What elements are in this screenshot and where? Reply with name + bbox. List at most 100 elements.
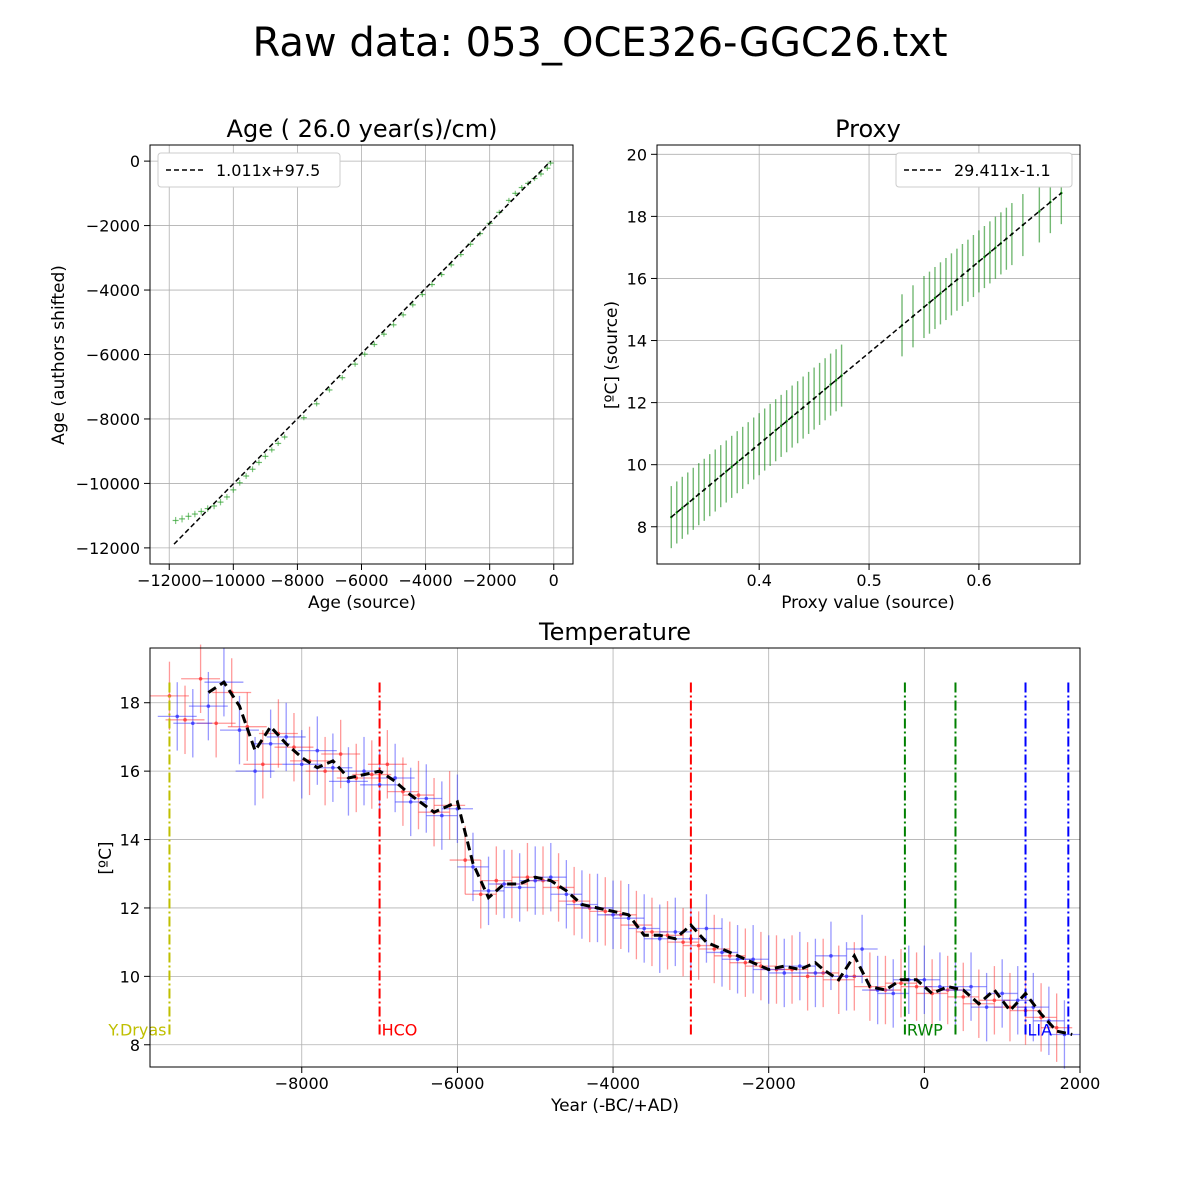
temperature-point — [743, 960, 748, 965]
age-fit-line — [173, 160, 552, 545]
age-x-axis-label: Age (source) — [308, 593, 416, 613]
temperature-point — [299, 762, 304, 767]
proxy-axes-frame — [656, 144, 1081, 565]
age-x-tick-label: −8000 — [270, 571, 324, 590]
temperature-point — [323, 769, 327, 773]
temperature-point — [657, 936, 662, 941]
temperature-point — [237, 728, 242, 732]
age-legend-label: 1.011x+97.5 — [216, 161, 320, 180]
age-points — [172, 160, 554, 525]
age-y-tick-label: 0 — [130, 152, 140, 171]
temperature-point — [922, 977, 927, 982]
age-y-tick-label: −12000 — [76, 539, 140, 558]
proxy-x-axis-label: Proxy value (source) — [781, 593, 955, 613]
temperature-point — [696, 943, 701, 948]
age-y-tick-label: −10000 — [76, 474, 140, 493]
temperature-point — [408, 800, 413, 804]
proxy-panel: Proxy 0.4 0.5 0.6 8 10 12 14 16 18 20 Proxy valu… — [602, 115, 1081, 613]
age-panel-title: Age ( 26.0 year(s)/cm) — [227, 115, 498, 143]
temperature-point — [362, 769, 366, 773]
temperature-point — [502, 882, 506, 886]
age-legend-box — [157, 152, 341, 188]
age-x-tick-label: −12000 — [137, 571, 201, 590]
temperature-x-tick-label: −8000 — [275, 1074, 329, 1093]
proxy-point — [933, 296, 937, 300]
proxy-y-tick-label: 14 — [627, 332, 647, 351]
proxy-y-tick-label: 20 — [627, 145, 647, 164]
temperature-point — [268, 741, 273, 746]
temperature-grid — [150, 648, 1081, 1067]
temperature-point — [642, 926, 646, 931]
proxy-point — [939, 292, 942, 295]
temperature-point — [829, 954, 833, 958]
proxy-y-tick-label: 10 — [627, 456, 647, 475]
proxy-y-tick-label: 18 — [627, 207, 647, 226]
proxy-y-tick-label: 16 — [627, 269, 647, 288]
age-fit-line-group — [173, 160, 552, 545]
temperature-point — [206, 704, 211, 708]
temperature-point — [214, 721, 218, 726]
proxy-point — [988, 251, 992, 254]
age-x-tick-label: −6000 — [334, 571, 388, 590]
age-legend: 1.011x+97.5 — [157, 152, 341, 188]
proxy-point — [730, 465, 733, 469]
period-marker-label: HCO — [382, 1021, 418, 1040]
temperature-point — [961, 995, 966, 999]
temperature-point — [517, 885, 522, 890]
proxy-y-axis-label: [ºC] (source) — [602, 301, 622, 409]
temperature-point — [494, 878, 499, 883]
temperature-point — [969, 984, 973, 989]
age-y-ticks: −12000 −10000 −8000 −6000 −4000 −2000 0 — [76, 152, 150, 558]
temperature-point — [611, 912, 615, 917]
temperature-point — [1000, 991, 1004, 996]
temperature-point — [471, 865, 475, 869]
temperature-x-tick-label: −2000 — [742, 1074, 796, 1093]
proxy-fit-line-group — [670, 192, 1062, 518]
temperature-point — [253, 769, 257, 773]
temperature-point — [198, 676, 203, 681]
age-y-axis-label: Age (authors shifted) — [49, 265, 69, 445]
temperature-mean-line — [207, 680, 1073, 1036]
temperature-point — [369, 772, 374, 777]
temperature-point — [284, 735, 288, 739]
temperature-panel: Temperature Y.Dryas HCO RWP LIA −8000 −6000−… — [96, 618, 1100, 1116]
temperature-point — [782, 971, 787, 975]
temperature-y-axis-label: [ºC] — [96, 841, 116, 874]
age-x-tick-label: −10000 — [201, 571, 265, 590]
proxy-x-ticks: 0.4 0.5 0.6 — [746, 564, 992, 590]
temperature-point — [673, 930, 678, 934]
age-x-tick-label: 0 — [549, 571, 559, 590]
proxy-point — [785, 420, 788, 423]
temperature-point — [813, 971, 818, 975]
proxy-y-tick-label: 12 — [627, 394, 647, 413]
proxy-point — [779, 424, 783, 428]
temperature-point — [416, 793, 421, 797]
temperature-point — [992, 998, 997, 1003]
temperature-point — [914, 984, 919, 989]
temperature-y-tick-label: 8 — [130, 1036, 140, 1055]
temperature-point — [315, 748, 320, 753]
temperature-point — [385, 762, 390, 767]
age-x-tick-label: −4000 — [399, 571, 453, 590]
period-marker-label: Y.Dryas — [107, 1021, 166, 1040]
temperature-x-tick-label: −6000 — [430, 1074, 484, 1093]
temperature-axes-frame — [149, 647, 1081, 1068]
temperature-point — [1015, 998, 1020, 1003]
temperature-x-ticks: −8000 −6000 −4000 −2000 0 2000 — [275, 1067, 1100, 1093]
temperature-point — [548, 875, 553, 879]
temperature-point — [261, 762, 265, 767]
temperature-point — [338, 752, 343, 756]
proxy-fit-line — [670, 192, 1062, 518]
temperature-point — [393, 776, 397, 780]
proxy-point — [1038, 210, 1041, 213]
temperature-y-tick-label: 10 — [120, 967, 140, 986]
temperature-point — [1054, 1025, 1059, 1030]
temperature-x-axis-label: Year (-BC/+AD) — [550, 1096, 679, 1116]
temperature-point — [424, 796, 429, 801]
temperature-point — [564, 892, 569, 897]
temperature-point — [478, 892, 483, 897]
proxy-x-tick-label: 0.5 — [856, 571, 881, 590]
age-y-tick-label: −2000 — [86, 217, 140, 236]
proxy-point — [834, 379, 838, 382]
